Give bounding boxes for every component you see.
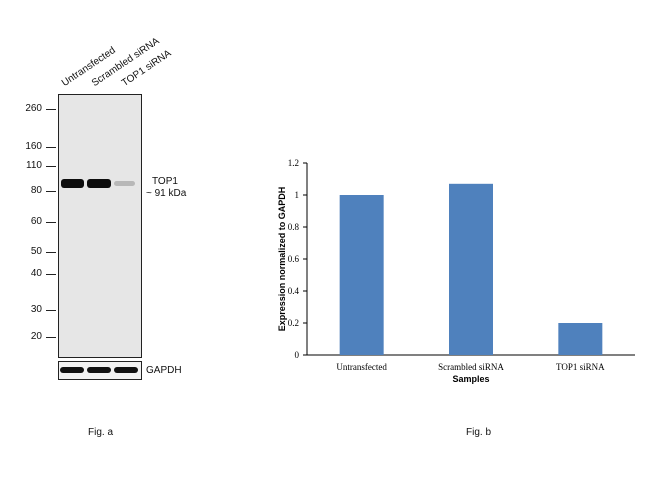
mw-tick	[46, 310, 56, 311]
mw-marker: 110	[26, 160, 42, 171]
expression-bar-chart: 0 0.2 0.4 0.6 0.8 1 1.2 Untransfected Scrambled …	[277, 158, 635, 384]
mw-marker: 40	[30, 268, 42, 279]
figure-caption-b: Fig. b	[466, 427, 492, 438]
blot-membrane	[58, 94, 142, 358]
mw-marker: 20	[30, 331, 42, 342]
bar	[558, 323, 603, 355]
loading-control-label: GAPDH	[146, 365, 182, 376]
mw-marker: 80	[30, 185, 42, 196]
mw-tick	[46, 337, 56, 338]
mw-tick	[46, 252, 56, 253]
bar	[449, 183, 493, 355]
mw-tick	[46, 109, 56, 110]
gapdh-band	[87, 367, 111, 373]
x-axis-title: Samples	[452, 374, 489, 384]
top1-band-untransfected	[61, 179, 84, 188]
mw-marker: 30	[30, 304, 42, 315]
mw-marker: 50	[30, 246, 42, 257]
figure-caption-a: Fig. a	[88, 427, 114, 438]
gapdh-blot	[58, 361, 142, 380]
x-tick-label: Untransfected	[336, 362, 387, 372]
target-label: TOP1	[152, 176, 178, 187]
y-tick-label: 0	[295, 350, 300, 360]
y-tick-label: 0.4	[288, 286, 300, 296]
target-size: ~ 91 kDa	[146, 188, 187, 199]
mw-tick	[46, 166, 56, 167]
bar	[339, 195, 384, 355]
mw-marker: 60	[30, 216, 42, 227]
y-tick-label: 1.2	[288, 158, 299, 168]
mw-marker: 160	[25, 141, 42, 152]
gapdh-band	[114, 367, 138, 373]
x-tick-label: Scrambled siRNA	[438, 362, 504, 372]
mw-marker: 260	[25, 103, 42, 114]
mw-tick	[46, 274, 56, 275]
top1-band-top1-sirna	[114, 181, 135, 186]
y-tick-label: 0.6	[288, 254, 300, 264]
gapdh-band	[60, 367, 84, 373]
top1-band-scrambled	[87, 179, 111, 188]
y-tick-label: 0.8	[288, 222, 300, 232]
x-tick-label: TOP1 siRNA	[556, 362, 605, 372]
y-tick-label: 0.2	[288, 318, 299, 328]
mw-tick	[46, 191, 56, 192]
y-axis-title: Expression normalized to GAPDH	[277, 187, 287, 332]
y-tick-label: 1	[295, 190, 300, 200]
mw-tick	[46, 222, 56, 223]
mw-tick	[46, 147, 56, 148]
